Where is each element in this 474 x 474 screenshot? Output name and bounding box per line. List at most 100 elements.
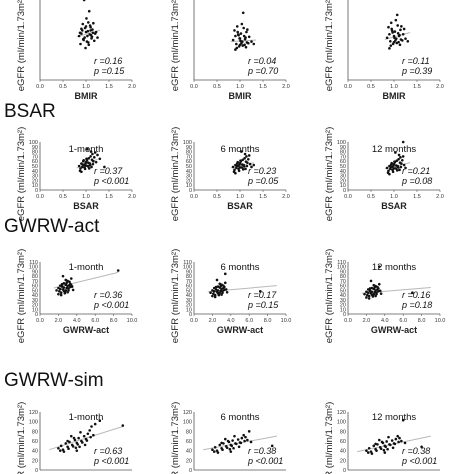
- data-point: [213, 293, 217, 297]
- data-point: [72, 436, 76, 440]
- y-axis-label: eGFR (ml/min/1.73m²): [170, 402, 181, 474]
- data-point: [79, 431, 82, 434]
- y-tick-label: 80: [32, 274, 38, 280]
- data-point: [223, 272, 227, 276]
- data-point: [236, 33, 240, 36]
- panel-title: 6 months: [220, 412, 259, 423]
- data-point: [74, 446, 78, 450]
- data-point: [241, 44, 245, 47]
- trend-line: [230, 39, 257, 43]
- section-label: GWRW-sim: [4, 370, 104, 391]
- data-point: [88, 429, 91, 432]
- data-point: [77, 34, 81, 38]
- y-tick-label: 0: [189, 312, 192, 318]
- x-tick-label: 1.0: [82, 84, 90, 90]
- r-value-label: r =0.04: [248, 56, 276, 66]
- data-point: [250, 40, 253, 43]
- data-point: [401, 155, 405, 158]
- data-point: [377, 287, 380, 290]
- data-point: [231, 165, 235, 169]
- y-tick-label: 100: [183, 140, 192, 146]
- data-point: [86, 147, 89, 151]
- data-point: [87, 21, 90, 24]
- data-point: [371, 295, 375, 298]
- data-point: [250, 165, 253, 169]
- data-point: [94, 160, 98, 164]
- data-point: [389, 44, 393, 47]
- data-point: [76, 443, 80, 446]
- data-point: [93, 422, 97, 426]
- y-tick-label: 10: [186, 183, 192, 189]
- x-tick-label: 10.0: [127, 318, 138, 324]
- data-point: [87, 41, 90, 44]
- data-point: [374, 442, 377, 446]
- data-point: [402, 163, 406, 167]
- y-tick-label: 100: [183, 420, 192, 426]
- y-tick-label: 120: [183, 410, 192, 416]
- data-point: [219, 284, 222, 288]
- data-point: [397, 153, 401, 157]
- data-point: [389, 39, 392, 43]
- data-point: [65, 281, 68, 285]
- data-point: [58, 287, 62, 291]
- data-point: [246, 157, 250, 161]
- p-value-label: p =0.70: [247, 66, 278, 76]
- data-point: [61, 448, 65, 452]
- scatter-panel: 0.0 0.5 1.0 1.5 2.0 eGFR (ml/min/1.73m²) BMIR r…: [324, 0, 444, 101]
- data-point: [397, 157, 400, 161]
- y-tick-label: 30: [186, 174, 192, 180]
- data-point: [69, 434, 73, 438]
- data-point: [84, 25, 88, 28]
- data-point: [235, 442, 238, 446]
- x-tick-label: 2.0: [209, 318, 217, 324]
- data-point: [383, 451, 387, 454]
- panel-title: 1-month: [69, 262, 104, 273]
- y-tick-label: 70: [340, 279, 346, 285]
- y-tick-label: 60: [32, 439, 38, 445]
- data-point: [91, 31, 95, 35]
- data-point: [402, 27, 406, 31]
- x-tick-label: 0.5: [213, 84, 221, 90]
- y-tick-label: 20: [32, 458, 38, 464]
- data-point: [217, 293, 221, 297]
- data-point: [223, 437, 227, 441]
- y-axis-label: eGFR (ml/min/1.73m²): [16, 127, 27, 221]
- data-point: [82, 158, 85, 162]
- x-tick-label: 0.5: [59, 84, 67, 90]
- data-point: [245, 164, 249, 168]
- r-value-label: r =0.11: [402, 56, 430, 66]
- x-tick-label: 1.0: [390, 194, 398, 200]
- p-value-label: p =0.18: [401, 300, 432, 310]
- data-point: [81, 165, 84, 169]
- x-tick-label: 2.0: [436, 84, 444, 90]
- data-point: [86, 34, 89, 38]
- chart-layer: BSAR GWRW-act GWRW-sim 0.0 0.5 1.0 1.5 2.0 eGFR …: [4, 0, 445, 474]
- y-tick-label: 0: [35, 468, 38, 474]
- data-point: [87, 9, 91, 13]
- data-point: [246, 28, 249, 31]
- data-point: [247, 430, 251, 433]
- data-point: [244, 435, 247, 439]
- data-point: [236, 438, 240, 441]
- data-point: [212, 292, 215, 295]
- y-tick-label: 70: [340, 154, 346, 160]
- data-point: [80, 27, 83, 31]
- x-tick-label: 0.5: [59, 194, 67, 200]
- data-point: [393, 36, 396, 40]
- data-point: [78, 445, 81, 449]
- data-point: [84, 164, 88, 167]
- data-point: [73, 438, 77, 442]
- y-tick-label: 10: [32, 307, 38, 313]
- x-axis-label: GWRW-act: [371, 325, 417, 335]
- data-point: [242, 433, 245, 437]
- x-tick-label: 0.0: [344, 194, 352, 200]
- data-point: [394, 151, 397, 154]
- y-tick-label: 50: [186, 164, 192, 170]
- data-point: [81, 441, 84, 444]
- data-point: [246, 41, 250, 45]
- x-tick-label: 0.5: [367, 194, 375, 200]
- x-tick-label: 0.0: [190, 84, 198, 90]
- data-point: [94, 30, 98, 34]
- data-point: [79, 167, 82, 170]
- data-point: [392, 40, 396, 44]
